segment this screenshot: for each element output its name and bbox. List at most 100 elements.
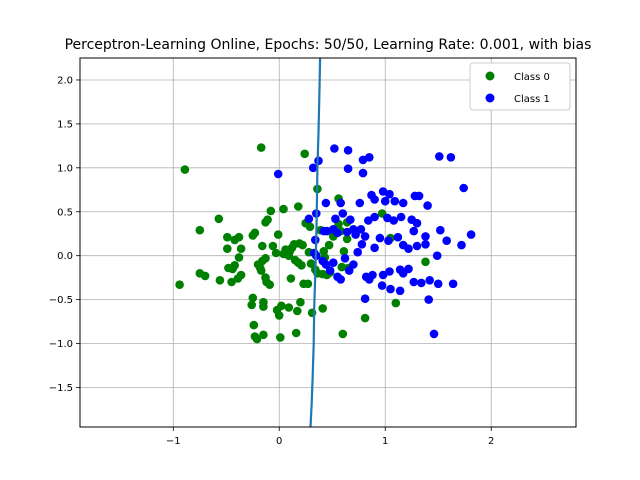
y-tick-label: 1.0: [57, 163, 73, 174]
scatter-point-class-0: [274, 311, 284, 320]
scatter-point-class-0: [294, 202, 303, 211]
y-tick-label: 0.5: [57, 207, 73, 218]
scatter-point-class-0: [248, 231, 258, 240]
y-tick-label: −1.5: [49, 383, 73, 394]
scatter-point-class-1: [378, 270, 388, 280]
scatter-point-class-0: [319, 247, 329, 256]
scatter-point-class-0: [391, 298, 401, 308]
scatter-point-class-1: [396, 212, 406, 222]
scatter-point-class-0: [299, 279, 308, 289]
scatter-point-class-1: [273, 169, 283, 179]
x-tick-label: −1: [166, 436, 181, 447]
scatter-point-class-1: [409, 226, 419, 236]
scatter-point-class-1: [385, 267, 394, 276]
scatter-point-class-1: [442, 236, 452, 245]
scatter-point-class-1: [404, 244, 413, 253]
legend-marker-class-0: [485, 71, 495, 81]
legend-box: [469, 62, 571, 111]
scatter-point-class-0: [293, 306, 302, 316]
scatter-point-class-1: [412, 218, 422, 228]
y-tick-label: 2.0: [57, 75, 73, 86]
scatter-point-class-0: [300, 149, 310, 159]
scatter-point-class-1: [357, 240, 367, 249]
scatter-point-class-0: [263, 215, 272, 224]
scatter-point-class-1: [340, 253, 350, 263]
scatter-point-class-1: [329, 258, 338, 268]
scatter-point-class-0: [342, 234, 352, 244]
scatter-point-class-1: [414, 191, 424, 201]
scatter-point-class-0: [271, 248, 281, 258]
scatter-point-class-1: [321, 260, 331, 269]
scatter-point-class-0: [360, 313, 370, 323]
scatter-point-class-0: [284, 303, 294, 312]
scatter-point-class-1: [412, 241, 422, 251]
scatter-point-class-1: [459, 183, 469, 193]
scatter-point-class-1: [360, 232, 370, 241]
scatter-point-class-1: [386, 284, 395, 294]
scatter-point-class-0: [291, 328, 301, 338]
scatter-point-class-1: [346, 215, 355, 224]
scatter-point-class-1: [429, 329, 439, 339]
scatter-point-class-1: [322, 226, 332, 236]
scatter-point-class-0: [297, 261, 306, 270]
scatter-point-class-1: [365, 153, 374, 162]
scatter-point-class-0: [200, 271, 210, 281]
x-tick-label: 1: [382, 436, 388, 447]
scatter-point-class-1: [355, 198, 365, 208]
scatter-point-class-1: [425, 276, 435, 285]
scatter-point-class-0: [249, 320, 259, 330]
scatter-point-class-1: [353, 247, 363, 257]
y-tick-label: −0.5: [49, 295, 73, 306]
scatter-point-class-0: [296, 297, 305, 307]
y-tick-label: 1.5: [57, 119, 73, 130]
scatter-point-class-0: [286, 274, 296, 283]
scatter-point-class-0: [279, 204, 288, 214]
scatter-point-class-1: [330, 144, 339, 153]
legend-label-class-1: Class 1: [514, 94, 550, 105]
legend-marker-class-1: [485, 93, 495, 103]
scatter-point-class-0: [214, 214, 224, 224]
scatter-point-class-0: [256, 266, 266, 275]
scatter-point-class-0: [236, 244, 246, 253]
y-axis: −1.5 −1.0 −0.5 0.0 0.5 1.0 1.5 2.0: [49, 75, 80, 394]
scatter-point-class-0: [268, 241, 278, 251]
scatter-point-class-1: [356, 225, 366, 234]
scatter-point-class-0: [265, 280, 275, 290]
scatter-point-class-1: [466, 230, 476, 239]
scatter-point-class-1: [331, 214, 340, 224]
scatter-point-class-1: [390, 196, 400, 206]
scatter-point-class-0: [305, 222, 315, 231]
scatter-point-class-1: [325, 266, 335, 275]
scatter-point-class-1: [377, 281, 387, 290]
scatter-point-class-0: [256, 143, 266, 152]
x-axis: −1 0 1 2: [166, 427, 494, 447]
scatter-point-class-1: [349, 225, 358, 234]
y-tick-label: 0.0: [57, 251, 73, 262]
scatter-point-class-1: [421, 240, 430, 249]
scatter-point-class-1: [370, 195, 379, 204]
scatter-point-class-0: [273, 230, 283, 239]
scatter-point-class-0: [230, 235, 239, 245]
x-tick-label: 2: [488, 436, 494, 447]
scatter-point-class-1: [385, 189, 394, 199]
scatter-point-class-1: [336, 275, 346, 284]
scatter-point-class-1: [446, 153, 456, 162]
scatter-point-class-1: [368, 270, 377, 280]
scatter-point-class-1: [343, 146, 353, 155]
scatter-point-class-0: [266, 206, 276, 216]
scatter-point-class-0: [175, 280, 184, 290]
scatter-point-class-1: [344, 266, 354, 275]
scatter-point-class-1: [409, 277, 419, 287]
scatter-point-class-1: [336, 198, 346, 208]
y-tick-label: −1.0: [49, 339, 73, 350]
scatter-point-class-1: [370, 243, 379, 253]
legend-label-class-0: Class 0: [514, 72, 550, 83]
scatter-point-class-1: [308, 163, 318, 173]
scatter-point-class-0: [252, 334, 262, 344]
scatter-point-class-0: [306, 259, 316, 268]
scatter-point-class-0: [324, 240, 334, 250]
scatter-point-class-0: [236, 270, 246, 280]
decision-boundary: [309, 57, 322, 428]
scatter-point-class-0: [248, 293, 258, 303]
